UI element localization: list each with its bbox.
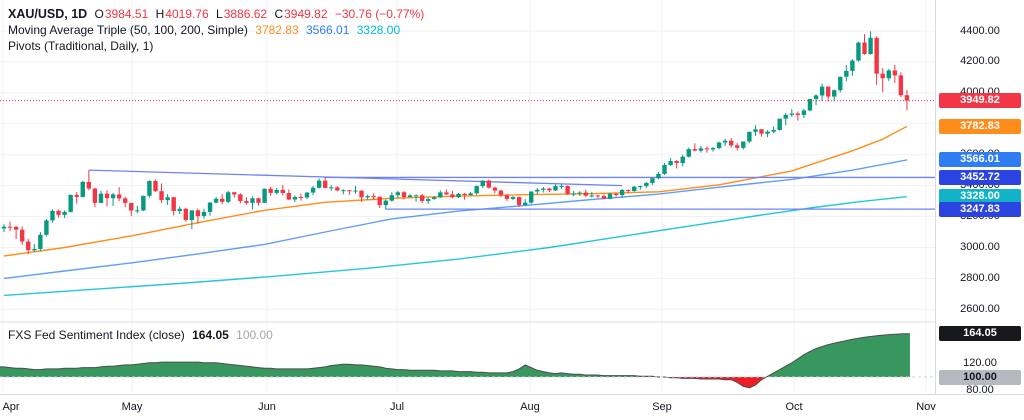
symbol-title: XAU/USD, 1D	[8, 7, 88, 21]
sentiment-last-value: 164.05	[192, 328, 229, 342]
close-value: 3949.82	[284, 7, 328, 21]
sentiment-area-positive	[0, 333, 910, 377]
price-tick-3400.00: 3400.00	[960, 179, 1000, 192]
time-label-May: May	[121, 401, 143, 413]
time-label-Sep: Sep	[652, 401, 672, 413]
pivot-support-price-label: 3247.83	[939, 201, 1021, 217]
ma200-line[interactable]	[3, 196, 907, 297]
price-tick-2600.00: 2600.00	[960, 302, 1000, 315]
ma100-price-label: 3566.01	[939, 152, 1021, 168]
ma100-value: 3566.01	[306, 23, 350, 37]
price-tick-3000.00: 3000.00	[960, 240, 1000, 253]
sentiment-indicator-title: FXS Fed Sentiment Index (close)	[8, 328, 185, 342]
sentiment-tick-120.00: 120.00	[963, 357, 997, 369]
sentiment-close-line	[0, 333, 910, 389]
ma50-price-label: 3782.83	[939, 118, 1021, 134]
ma100-line[interactable]	[3, 159, 908, 280]
high-label: H	[155, 7, 165, 21]
price-tick-4200.00: 4200.00	[960, 55, 1000, 68]
ma-indicator-legend-row[interactable]: Moving Average Triple (50, 100, 200, Sim…	[8, 22, 404, 38]
time-label-Nov: Nov	[916, 401, 936, 413]
time-label-Oct: Oct	[785, 401, 803, 413]
close-label: C	[274, 7, 284, 21]
pivots-indicator-title: Pivots (Traditional, Daily, 1)	[8, 39, 154, 53]
ma200-value: 3328.00	[356, 23, 401, 37]
high-value: 4019.76	[165, 7, 209, 21]
sentiment-baseline-label: 100.00	[939, 369, 1021, 385]
sentiment-value-label: 164.05	[939, 326, 1021, 342]
price-tick-4000.00: 4000.00	[936, 87, 1024, 98]
main-chart-canvas[interactable]	[0, 0, 935, 394]
last-price-label: 3949.82	[939, 93, 1021, 109]
ma200-price-label: 3328.00	[939, 189, 1021, 205]
time-label-Jul: Jul	[389, 401, 405, 413]
pivot-resistance-price-label: 3452.72	[939, 169, 1021, 185]
price-tick-4400.00: 4400.00	[960, 24, 1000, 37]
pivots-indicator-legend-row[interactable]: Pivots (Traditional, Daily, 1)	[8, 38, 157, 54]
time-label-Jun: Jun	[258, 401, 276, 413]
ma-indicator-title: Moving Average Triple (50, 100, 200, Sim…	[8, 23, 248, 37]
sentiment-baseline-value: 100.00	[236, 328, 273, 342]
price-axis[interactable]: 4400.004200.004000.003600.003400.003200.…	[935, 0, 1024, 396]
symbol-legend-row[interactable]: XAU/USD, 1D O3984.51 H4019.76 L3886.62 C…	[8, 6, 428, 22]
low-value: 3886.62	[223, 7, 268, 21]
ma50-value: 3782.83	[255, 23, 299, 37]
open-value: 3984.51	[104, 7, 149, 21]
change-value: −30.76 (−0.77%)	[334, 7, 425, 21]
price-tick-2800.00: 2800.00	[960, 271, 1000, 284]
ma50-line[interactable]	[3, 125, 908, 257]
sentiment-area	[0, 333, 935, 389]
open-label: O	[94, 7, 104, 21]
time-axis[interactable]: Apr May Jun Jul Aug Sep Oct Nov	[0, 394, 1024, 420]
sentiment-indicator-legend-row[interactable]: FXS Fed Sentiment Index (close) 164.05 1…	[8, 327, 277, 343]
candles	[1, 31, 910, 255]
time-label-Apr: Apr	[2, 401, 20, 413]
time-label-Aug: Aug	[520, 401, 540, 413]
low-label: L	[216, 7, 223, 21]
sentiment-tick-80.00: 80.00	[966, 384, 994, 396]
